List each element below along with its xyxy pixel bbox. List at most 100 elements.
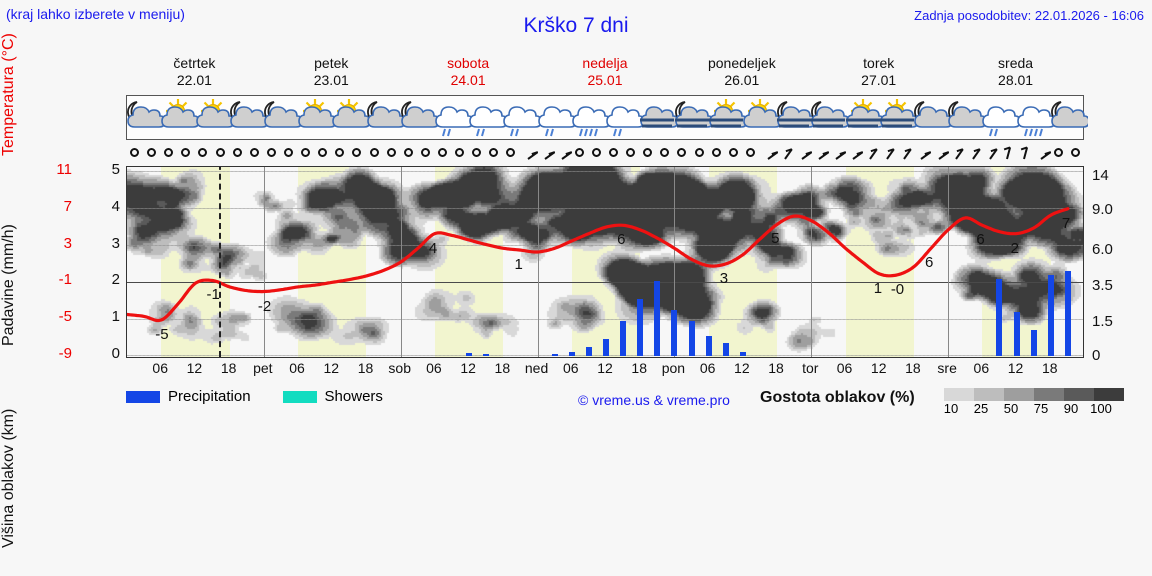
- temperature-label: 5: [771, 230, 780, 248]
- wind-calm-marker: [369, 148, 379, 157]
- temperature-tick: -9: [58, 345, 72, 362]
- day-header-sreda: sreda 28.01: [947, 55, 1084, 89]
- time-tick: 18: [1041, 360, 1058, 376]
- temperature-tick: -5: [58, 308, 72, 326]
- day-header-nedelja: nedelja 25.01: [537, 55, 674, 89]
- wind-calm-marker: [1070, 148, 1080, 157]
- legend-item-showers: Showers: [282, 388, 383, 405]
- time-tick: pet: [253, 360, 273, 376]
- moon-cloud-icon: [124, 98, 166, 138]
- day-name: nedelja: [582, 55, 628, 71]
- wind-barb: [971, 148, 981, 160]
- precipitation-bar: [739, 352, 746, 356]
- temperature-label: -2: [257, 297, 272, 315]
- precipitation-tick: 4: [111, 197, 120, 215]
- precipitation-bar: [1047, 275, 1054, 356]
- time-tick: 06: [152, 360, 168, 376]
- vertical-gridline: [537, 167, 539, 357]
- time-tick: 18: [220, 360, 237, 376]
- wind-calm-marker: [318, 148, 328, 157]
- precipitation-legend-label: Precipitation: [168, 388, 251, 405]
- cloud-density-swatch: [1094, 388, 1124, 401]
- rain-cloud-icon: [466, 98, 509, 138]
- precipitation-tick: 2: [111, 271, 120, 289]
- wind-calm-marker: [728, 148, 738, 157]
- day-name: torek: [863, 55, 895, 71]
- time-tick: 12: [1007, 360, 1024, 376]
- day-header-sobota: sobota 24.01: [400, 55, 537, 89]
- time-tick: 06: [836, 360, 853, 376]
- cloud-density-tick: 25: [973, 401, 989, 416]
- wind-barb: [954, 148, 964, 160]
- time-tick: 18: [768, 360, 784, 376]
- wind-calm-marker: [403, 148, 413, 157]
- precipitation-bar: [654, 280, 661, 356]
- temperature-label: -0: [890, 280, 905, 298]
- wind-calm-marker: [130, 148, 140, 157]
- copyright-link[interactable]: © vreme.us & vreme.pro: [578, 392, 730, 408]
- temperature-label: 7: [1061, 214, 1071, 232]
- precipitation-bar: [620, 321, 627, 356]
- vertical-gridline: [948, 167, 950, 357]
- wind-barb: [1003, 146, 1012, 160]
- vertical-gridline: [263, 167, 265, 357]
- temperature-label: -5: [155, 326, 169, 344]
- horizontal-gridline: [127, 245, 1083, 246]
- wind-barb: [835, 151, 846, 160]
- precipitation-bar: [585, 346, 592, 356]
- day-date: 22.01: [176, 72, 212, 88]
- wind-calm-marker: [215, 148, 225, 157]
- cloud-fog-icon: [637, 98, 680, 138]
- precipitation-bar: [671, 310, 678, 356]
- horizontal-gridline: [127, 319, 1083, 320]
- legend-item-precipitation: Precipitation: [126, 388, 251, 405]
- temperature-tick: 3: [63, 234, 72, 252]
- day-name: sobota: [447, 55, 490, 71]
- wind-calm-marker: [198, 148, 208, 157]
- moon-cloud-icon: [1048, 98, 1090, 138]
- cloud-height-axis-title: Višina oblakov (km): [0, 408, 17, 548]
- wind-barb: [886, 148, 895, 160]
- wind-calm-marker: [181, 148, 191, 157]
- temperature-label: 2: [1010, 239, 1019, 257]
- location-menu-note: (kraj lahko izberete v meniju): [6, 6, 185, 22]
- temperature-tick: -1: [58, 271, 72, 289]
- precipitation-bar: [1030, 330, 1037, 356]
- time-tick: 06: [426, 360, 442, 376]
- wind-barb: [818, 151, 829, 160]
- cloud-density-tick: 50: [1003, 401, 1019, 416]
- wind-calm-marker: [335, 148, 345, 157]
- temperature-label: 3: [719, 269, 729, 287]
- rain-cloud-icon: [432, 98, 474, 138]
- time-tick: ned: [524, 360, 549, 376]
- temperature-curve: [127, 207, 1070, 323]
- wind-barb: [989, 148, 998, 160]
- wind-barb: [783, 148, 793, 160]
- wind-barb: [561, 151, 573, 160]
- showers-legend-label: Showers: [324, 388, 383, 405]
- temperature-label: 6: [925, 254, 934, 272]
- wind-calm-marker: [420, 148, 430, 157]
- cloud-density-swatch: [974, 388, 1004, 401]
- time-tick: 12: [597, 360, 613, 376]
- wind-barb: [1020, 146, 1029, 160]
- day-date: 26.01: [724, 72, 760, 88]
- wind-calm-marker: [745, 148, 755, 157]
- cloud-density-tick: 75: [1033, 401, 1049, 416]
- cloud-density-tick: 90: [1063, 401, 1079, 416]
- precipitation-bar: [1013, 311, 1020, 356]
- cloud-height-tick: 0: [1092, 347, 1101, 364]
- legend: Precipitation Showers: [126, 388, 383, 405]
- cloud-density-tick: 10: [943, 401, 959, 416]
- time-tick: 12: [460, 360, 476, 376]
- time-tick: 12: [734, 360, 750, 376]
- moon-fog-icon: [808, 98, 851, 138]
- wind-calm-marker: [694, 148, 704, 157]
- wind-calm-marker: [266, 148, 276, 157]
- vertical-gridline: [674, 167, 676, 357]
- cloud-density-layer: [127, 167, 1083, 357]
- sun-cloud-icon: [329, 98, 372, 138]
- temperature-axis-title: Temperatura (°C): [0, 33, 17, 157]
- sun-fog-icon: [706, 98, 748, 138]
- wind-barb: [1040, 151, 1052, 160]
